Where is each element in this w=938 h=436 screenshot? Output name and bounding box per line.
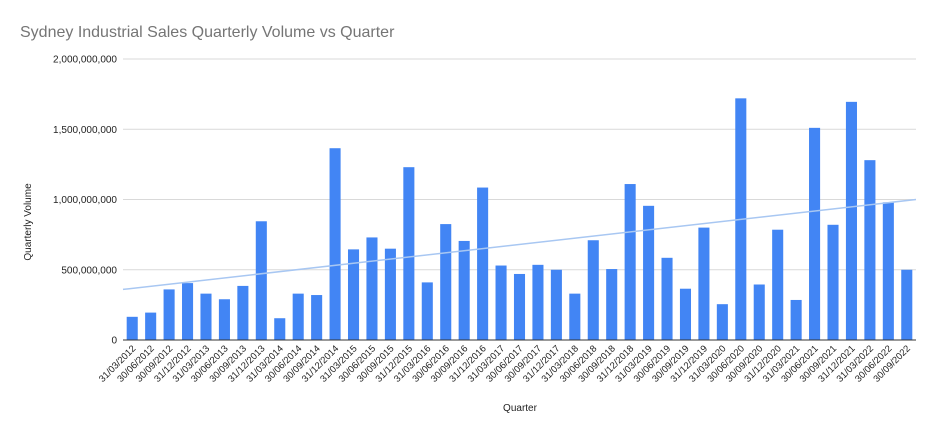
bar <box>532 264 544 340</box>
bar <box>624 184 636 340</box>
bar <box>145 312 157 340</box>
bars <box>126 98 913 340</box>
bar <box>901 269 913 340</box>
bar <box>403 167 415 340</box>
bar <box>458 240 470 340</box>
bar <box>587 240 599 340</box>
bar <box>311 295 323 340</box>
bar <box>384 248 396 340</box>
y-tick-label: 0 <box>111 336 117 347</box>
bar <box>827 224 839 340</box>
bar <box>477 187 489 340</box>
y-tick-label: 500,000,000 <box>61 265 117 276</box>
y-axis-label: Quarterly Volume <box>23 183 34 261</box>
bar <box>716 304 728 340</box>
bar <box>366 237 378 340</box>
bar <box>329 148 341 340</box>
bar <box>237 285 249 340</box>
x-axis-label: Quarter <box>503 403 538 414</box>
bar <box>569 293 581 340</box>
bar <box>292 293 304 340</box>
bar <box>772 229 784 340</box>
bar <box>753 284 765 340</box>
bar <box>698 227 710 340</box>
bar <box>643 205 655 340</box>
y-tick-label: 2,000,000,000 <box>53 55 117 66</box>
bar <box>163 289 175 340</box>
bar <box>864 160 876 340</box>
gridlines <box>123 58 916 271</box>
bar <box>200 293 212 340</box>
bar <box>255 221 267 340</box>
bar <box>845 101 857 340</box>
y-tick-label: 1,000,000,000 <box>53 195 117 206</box>
bar <box>679 288 692 340</box>
trendline-group <box>122 198 917 291</box>
y-tick-label: 1,500,000,000 <box>53 125 117 136</box>
bar <box>440 224 452 340</box>
bar <box>347 249 360 340</box>
y-axis-ticks: 0 500,000,000 1,000,000,000 1,500,000,000 2,… <box>53 55 117 347</box>
bar <box>809 127 821 340</box>
trendline <box>122 198 917 291</box>
bar <box>274 318 286 340</box>
bar <box>218 299 230 340</box>
bar <box>661 257 673 340</box>
bar <box>550 269 562 340</box>
bar <box>513 273 526 340</box>
x-axis-ticks: 31/03/201230/06/201230/09/201231/12/2012… <box>97 343 913 384</box>
bar <box>126 316 138 340</box>
bar <box>606 269 618 340</box>
bar <box>790 299 802 340</box>
chart-title: Sydney Industrial Sales Quarterly Volume… <box>20 24 395 41</box>
bar <box>182 283 194 340</box>
bar <box>495 265 507 340</box>
bar <box>882 202 894 340</box>
bar <box>421 282 433 340</box>
